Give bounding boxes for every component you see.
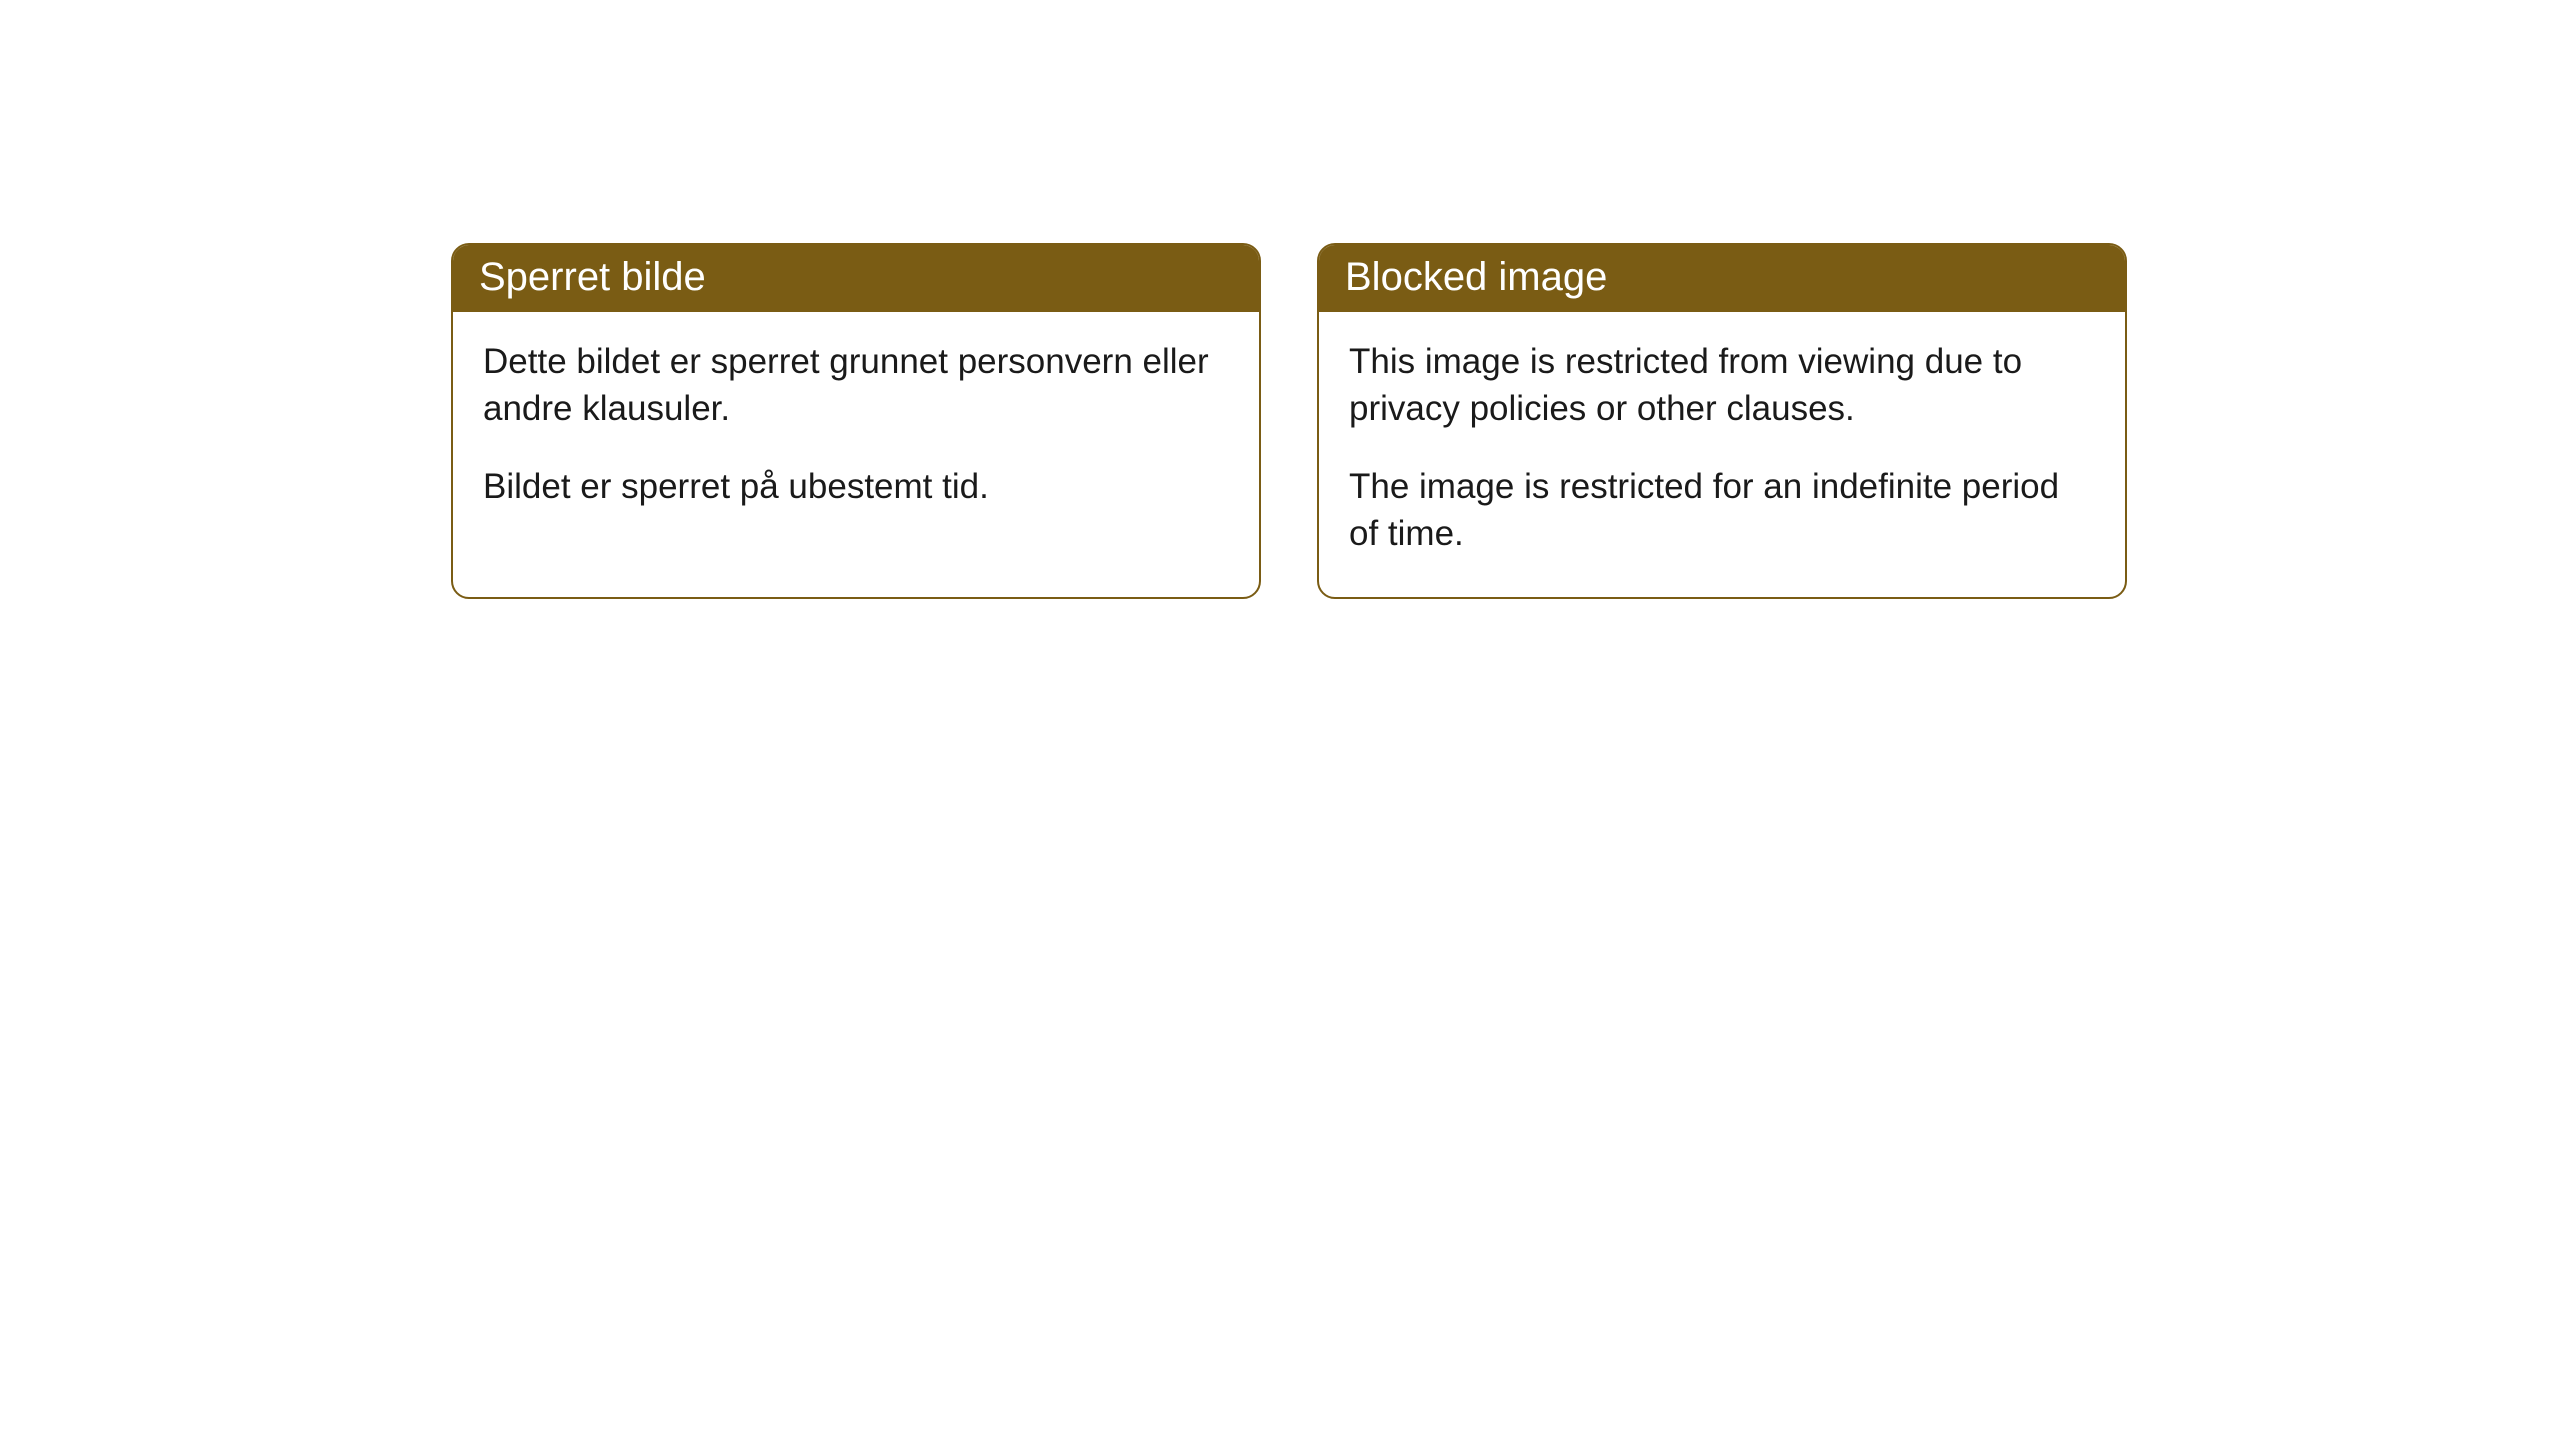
notice-container: Sperret bilde Dette bildet er sperret gr…	[0, 0, 2560, 599]
card-body: Dette bildet er sperret grunnet personve…	[453, 312, 1259, 550]
body-paragraph: Bildet er sperret på ubestemt tid.	[483, 463, 1229, 510]
body-paragraph: This image is restricted from viewing du…	[1349, 338, 2095, 433]
card-body: This image is restricted from viewing du…	[1319, 312, 2125, 597]
notice-card-english: Blocked image This image is restricted f…	[1317, 243, 2127, 599]
body-paragraph: Dette bildet er sperret grunnet personve…	[483, 338, 1229, 433]
body-paragraph: The image is restricted for an indefinit…	[1349, 463, 2095, 558]
card-header: Sperret bilde	[453, 245, 1259, 312]
card-header: Blocked image	[1319, 245, 2125, 312]
notice-card-norwegian: Sperret bilde Dette bildet er sperret gr…	[451, 243, 1261, 599]
